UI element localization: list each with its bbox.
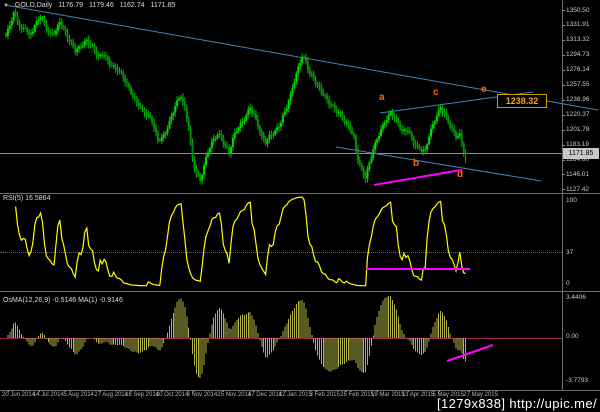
price-axis-label: 1220.37 bbox=[566, 111, 590, 119]
price-axis-tick bbox=[562, 39, 565, 41]
price-axis-label: 1313.32 bbox=[566, 36, 590, 44]
price-axis-tick bbox=[562, 189, 565, 191]
chart-title: ▼ GOLD,Daily 1176.79 1179.46 1162.74 117… bbox=[3, 2, 179, 9]
price-axis-tick bbox=[562, 159, 565, 161]
osma-axis-max: 3.4406 bbox=[566, 294, 586, 301]
wave-label-a[interactable]: a bbox=[379, 92, 385, 103]
price-axis-label: 1257.55 bbox=[566, 81, 590, 89]
date-axis-tick bbox=[100, 390, 102, 392]
date-axis-label: 18 Sep 2014 bbox=[125, 392, 160, 398]
price-axis-tick bbox=[562, 129, 565, 131]
price-axis-label: 1350.50 bbox=[566, 6, 590, 14]
rsi-axis-37: 37 bbox=[566, 249, 574, 256]
date-axis-label: 17 Dec 2014 bbox=[248, 392, 283, 398]
price-axis-label: 1164.60 bbox=[566, 156, 590, 163]
date-axis-label: 13 Apr 2015 bbox=[401, 392, 435, 398]
price-axis-tick bbox=[562, 54, 565, 56]
date-axis-tick bbox=[69, 390, 71, 392]
rsi-level-37-line bbox=[0, 252, 562, 253]
osma-axis-min: -3.7793 bbox=[566, 377, 589, 384]
date-axis-tick bbox=[131, 390, 132, 392]
price-axis-tick bbox=[562, 114, 565, 116]
low-value: 1162.74 bbox=[119, 2, 145, 9]
magenta-support-trendline[interactable] bbox=[373, 169, 462, 186]
price-axis-tick bbox=[562, 99, 565, 101]
rsi-axis-0: 0 bbox=[566, 280, 570, 287]
date-axis-tick bbox=[377, 390, 378, 392]
price-axis-separator bbox=[562, 0, 563, 390]
date-axis-label: 3 Feb 2015 bbox=[309, 392, 340, 398]
date-axis-tick bbox=[315, 390, 317, 392]
collapse-arrow-icon[interactable]: ▼ bbox=[3, 3, 9, 9]
date-axis-tick bbox=[284, 390, 286, 392]
date-axis-tick bbox=[407, 390, 409, 392]
close-value: 1171.85 bbox=[150, 2, 176, 9]
indicator-trendlines-layer[interactable] bbox=[366, 268, 494, 362]
price-axis-label: 1201.78 bbox=[566, 126, 590, 134]
date-axis-tick bbox=[438, 390, 440, 392]
price-axis-tick bbox=[562, 24, 565, 26]
date-axis-label: 3 Nov 2014 bbox=[186, 392, 218, 398]
date-axis-label: 25 Nov 2014 bbox=[217, 392, 252, 398]
price-axis-label: 1238.96 bbox=[566, 96, 590, 104]
price-axis-label: 1146.01 bbox=[566, 170, 590, 178]
price-axis-label: 1331.91 bbox=[566, 21, 590, 29]
date-axis-label: 14 Jul 2014 bbox=[32, 392, 64, 398]
open-value: 1176.79 bbox=[58, 2, 83, 9]
date-axis-label: 5 Aug 2014 bbox=[63, 392, 94, 398]
date-axis-label: 27 May 2015 bbox=[463, 392, 498, 398]
separator-main-rsi[interactable] bbox=[0, 193, 600, 194]
date-axis-tick bbox=[346, 390, 348, 392]
date-axis-tick bbox=[8, 390, 9, 392]
rsi-axis-100: 100 bbox=[566, 197, 577, 204]
date-axis-tick bbox=[223, 390, 225, 392]
date-axis-tick bbox=[38, 390, 40, 392]
wave-label-b[interactable]: b bbox=[413, 158, 420, 169]
rsi-line-layer bbox=[15, 196, 466, 287]
candlesticks-layer bbox=[5, 8, 467, 185]
wave-label-e[interactable]: e bbox=[481, 84, 487, 95]
date-axis-label: 5 May 2015 bbox=[432, 392, 464, 398]
date-axis-label: 27 Aug 2014 bbox=[94, 392, 128, 398]
watermark-text: [1279x838] http://upic.me/ bbox=[437, 396, 597, 411]
price-axis-tick bbox=[562, 84, 565, 86]
date-axis-tick bbox=[192, 390, 194, 392]
high-value: 1179.46 bbox=[88, 2, 114, 9]
rsi-label: RSI(5) 16.5864 bbox=[3, 195, 51, 202]
date-axis-tick bbox=[254, 390, 255, 392]
price-axis-label: 1294.73 bbox=[566, 51, 590, 59]
date-axis-label: 19 Mar 2015 bbox=[371, 392, 405, 398]
price-axis-tick bbox=[562, 69, 565, 71]
separator-rsi-osma[interactable] bbox=[0, 291, 600, 292]
date-axis-label: 10 Oct 2014 bbox=[155, 392, 189, 398]
osma-histogram-layer bbox=[7, 296, 467, 379]
trendline-price-tag[interactable]: 1238.32 bbox=[497, 94, 547, 108]
lower-descending-trendline[interactable] bbox=[335, 146, 542, 182]
date-axis-tick bbox=[161, 390, 163, 392]
price-axis-label: 1276.14 bbox=[566, 66, 590, 74]
price-axis-label: 1183.19 bbox=[566, 141, 590, 149]
price-axis-label: 1127.42 bbox=[566, 185, 590, 193]
wave-label-c[interactable]: c bbox=[433, 87, 439, 98]
symbol-period-label: GOLD,Daily bbox=[14, 2, 53, 9]
price-axis-tick bbox=[562, 174, 565, 176]
current-price-tag: 1171.85 bbox=[563, 148, 599, 159]
wave-label-d[interactable]: d bbox=[457, 169, 464, 180]
osma-label: OsMA(12,26,9) -0.5146 MA(1) -0.9146 bbox=[3, 297, 123, 304]
osma-magenta-trendline[interactable] bbox=[446, 344, 494, 362]
price-axis-tick bbox=[562, 144, 565, 146]
current-price-line bbox=[0, 153, 562, 154]
date-axis-label: 20 Jun 2014 bbox=[2, 392, 36, 398]
date-axis-label: 12 Jan 2015 bbox=[278, 392, 312, 398]
long-descending-trendline[interactable] bbox=[4, 4, 599, 111]
price-axis-tick bbox=[562, 10, 565, 11]
date-axis-tick bbox=[469, 390, 471, 392]
osma-zero-line bbox=[0, 338, 562, 339]
separator-date-axis bbox=[0, 390, 600, 391]
date-axis-label: 25 Feb 2015 bbox=[340, 392, 374, 398]
osma-axis-zero: 0.00 bbox=[566, 333, 579, 340]
